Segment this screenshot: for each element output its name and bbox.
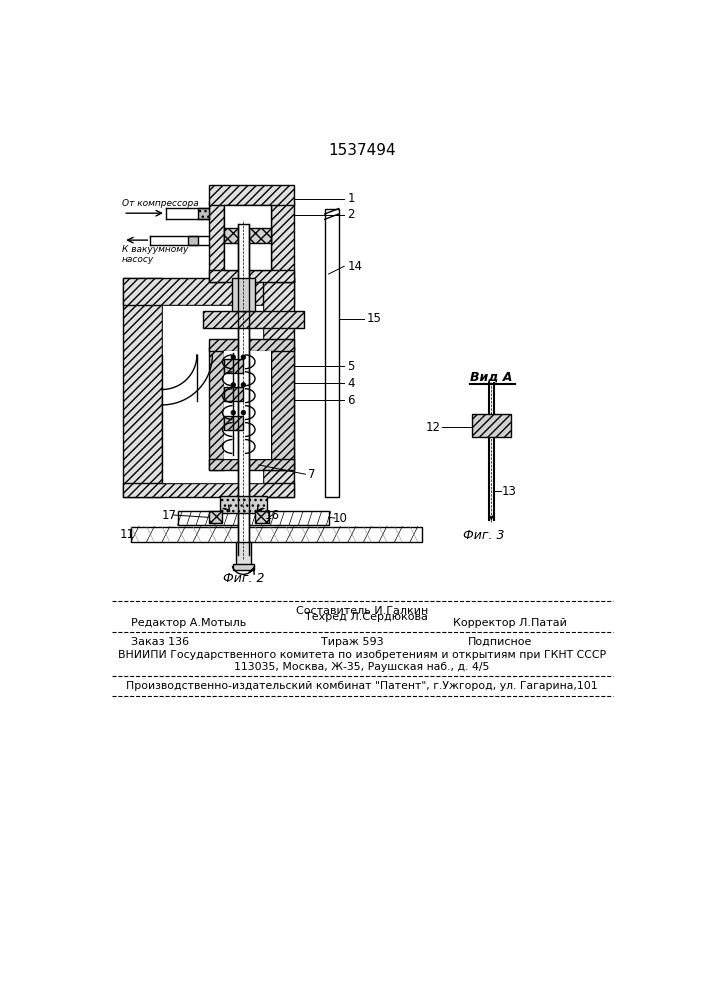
Bar [472, 414, 510, 437]
Text: Фиг. 2: Фиг. 2 [223, 572, 264, 585]
Text: Фиг. 3: Фиг. 3 [463, 529, 504, 542]
Circle shape [241, 355, 246, 359]
Bar [199, 208, 209, 219]
Bar [224, 416, 243, 430]
Circle shape [231, 383, 235, 387]
Text: Заказ 136: Заказ 136 [131, 637, 189, 647]
Text: 1: 1 [347, 192, 355, 205]
Text: 113035, Москва, Ж-35, Раушская наб., д. 4/5: 113035, Москва, Ж-35, Раушская наб., д. … [234, 662, 490, 672]
Text: 12: 12 [426, 421, 441, 434]
Bar [325, 209, 339, 497]
Bar [123, 278, 162, 497]
Bar [224, 205, 271, 270]
Bar [271, 201, 293, 282]
Text: Техред Л.Сердюкова: Техред Л.Сердюкова [305, 612, 428, 622]
Bar [224, 228, 271, 243]
Bar [224, 387, 243, 401]
Text: 16: 16 [265, 509, 280, 522]
Bar [162, 305, 263, 483]
Bar [177, 511, 329, 525]
Bar [235, 542, 251, 567]
Bar [224, 351, 271, 459]
Text: 6: 6 [347, 394, 355, 407]
Bar [233, 564, 255, 570]
Text: 5: 5 [347, 360, 355, 373]
Text: 17: 17 [162, 509, 177, 522]
Text: Редактор А.Мотыль: Редактор А.Мотыль [131, 618, 246, 628]
Bar [131, 527, 421, 542]
Bar [209, 201, 224, 282]
Text: Производственно-издательский комбинат "Патент", г.Ужгород, ул. Гагарина,101: Производственно-издательский комбинат "П… [126, 681, 597, 691]
Text: Вид А: Вид А [470, 370, 513, 383]
Bar [255, 511, 269, 523]
Text: Корректор Л.Патай: Корректор Л.Патай [452, 618, 566, 628]
Text: 4: 4 [347, 377, 355, 390]
Circle shape [231, 410, 235, 415]
Text: 7: 7 [308, 468, 316, 481]
Bar [220, 496, 267, 513]
Text: 15: 15 [367, 312, 382, 325]
Text: 2: 2 [347, 208, 355, 221]
Bar [123, 483, 293, 497]
Bar [209, 339, 293, 351]
Bar [209, 511, 223, 523]
Bar [224, 359, 243, 373]
Bar [203, 311, 304, 328]
Bar [238, 224, 249, 555]
Text: Тираж 593: Тираж 593 [321, 637, 383, 647]
Text: Составитель И.Галкин: Составитель И.Галкин [296, 606, 428, 616]
Bar [187, 235, 198, 245]
Bar [209, 185, 293, 205]
Text: 10: 10 [332, 512, 347, 525]
Bar [263, 278, 293, 497]
Bar [209, 347, 224, 470]
Text: 13: 13 [501, 485, 516, 498]
Text: ВНИИПИ Государственного комитета по изобретениям и открытиям при ГКНТ СССР: ВНИИПИ Государственного комитета по изоб… [118, 650, 606, 660]
Circle shape [231, 355, 235, 359]
Text: 11: 11 [119, 528, 134, 541]
Text: Подписное: Подписное [468, 637, 532, 647]
Bar [232, 278, 255, 311]
Text: От компрессора: От компрессора [122, 199, 199, 208]
Bar [209, 270, 293, 282]
Text: 14: 14 [347, 260, 362, 273]
Circle shape [241, 410, 246, 415]
Circle shape [241, 383, 246, 387]
Bar [123, 278, 293, 305]
Bar [209, 459, 293, 470]
Bar [271, 347, 293, 470]
Text: 1537494: 1537494 [328, 143, 396, 158]
Text: К вакуумному
насосу: К вакуумному насосу [122, 245, 188, 264]
